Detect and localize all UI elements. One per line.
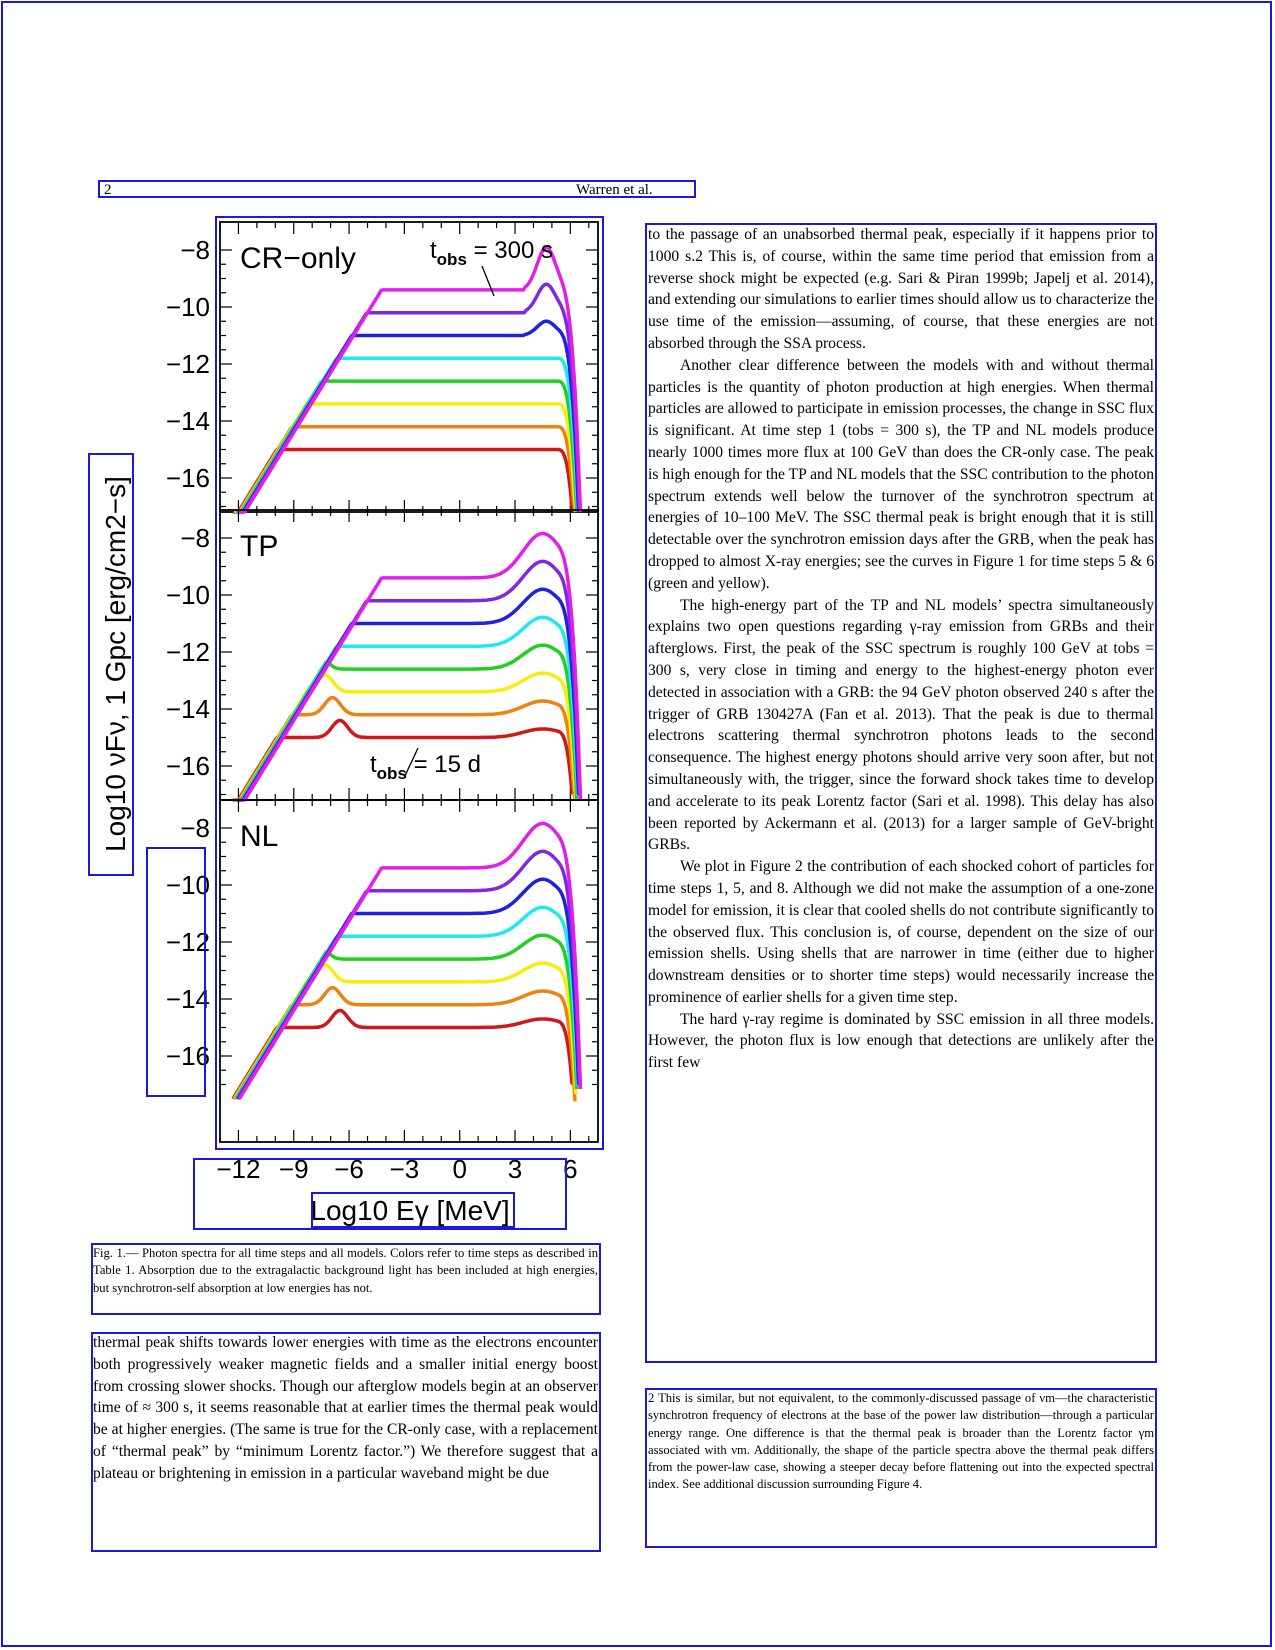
panel-label: NL	[240, 820, 278, 853]
spectrum-curve	[237, 821, 583, 1100]
right-paragraph-4: We plot in Figure 2 the contribution of …	[648, 858, 1154, 1006]
panel-frame	[219, 221, 599, 513]
left-col-box	[91, 1332, 601, 1552]
spectrum-curve	[239, 531, 583, 802]
y-tick-label: −14	[166, 984, 210, 1014]
spectrum-curve	[238, 282, 582, 514]
spectrum-curve	[239, 245, 583, 514]
bottom-ticks-box	[146, 847, 206, 1097]
y-tick-label: −12	[166, 349, 210, 379]
y-tick-label: −14	[166, 694, 210, 724]
y-axis-label: Log10 νFν, 1 Gpc [erg/cm2−s]	[100, 476, 131, 852]
spectrum-curve	[234, 402, 578, 514]
y-tick-label: −10	[166, 292, 210, 322]
spectrum-curve	[233, 695, 577, 802]
x-tick-label: 0	[452, 1154, 466, 1184]
spectrum-curve	[236, 877, 581, 1100]
y-tick-label: −16	[166, 751, 210, 781]
x-axis-label: Log10 Eγ [MeV]	[310, 1195, 509, 1226]
time-annotation: tobs = 300 s	[430, 237, 553, 269]
right-paragraph-2: Another clear difference between the mod…	[648, 356, 1154, 592]
y-tick-label: −14	[166, 406, 210, 436]
y-tick-label: −10	[166, 580, 210, 610]
left-paragraph: thermal peak shifts towards lower energi…	[93, 1334, 598, 1482]
y-tick-label: −16	[166, 463, 210, 493]
right-paragraph-3: The high-energy part of the TP and NL mo…	[648, 596, 1154, 854]
right-paragraph-5: The hard γ-ray regime is dominated by SS…	[648, 1010, 1154, 1072]
spectrum-curve	[232, 985, 577, 1102]
y-tick-label: −8	[180, 813, 210, 843]
panel-label: TP	[240, 530, 278, 563]
y-tick-label: −12	[166, 927, 210, 957]
caption-box	[91, 1243, 601, 1315]
running-head: Warren et al.	[576, 182, 653, 198]
figure-frame-box	[215, 216, 604, 1150]
left-column-text: thermal peak shifts towards lower energi…	[93, 1332, 598, 1485]
footnote-box	[645, 1388, 1157, 1548]
time-annotation: tobs = 15 d	[370, 751, 481, 783]
header-box	[98, 180, 696, 198]
y-tick-label: −10	[166, 870, 210, 900]
y-tick-label: −8	[180, 235, 210, 265]
annotation-pointer	[481, 265, 495, 297]
spectrum-curve	[231, 1008, 574, 1100]
right-paragraph-1: to the passage of an unabsorbed thermal …	[648, 226, 1154, 352]
spectrum-curve	[237, 319, 581, 514]
page-number: 2	[104, 182, 112, 198]
y-tick-label: −12	[166, 637, 210, 667]
xlabel-box	[311, 1192, 515, 1228]
figure-caption: Fig. 1.— Photon spectra for all time ste…	[93, 1246, 598, 1295]
x-tick-label: 3	[508, 1154, 522, 1184]
right-column-text: to the passage of an unabsorbed thermal …	[648, 224, 1154, 1074]
ylabel-box	[88, 453, 134, 876]
xticks-box	[193, 1158, 567, 1230]
panel-label: CR−only	[240, 242, 356, 275]
y-tick-label: −16	[166, 1041, 210, 1071]
y-tick-label: −8	[180, 523, 210, 553]
spectrum-curve	[232, 447, 574, 514]
right-col-box	[645, 223, 1157, 1363]
spectrum-curve	[233, 961, 578, 1100]
spectrum-curve	[232, 718, 574, 802]
annotation-pointer	[403, 747, 419, 779]
footnote: 2 This is similar, but not equivalent, t…	[648, 1391, 1154, 1492]
